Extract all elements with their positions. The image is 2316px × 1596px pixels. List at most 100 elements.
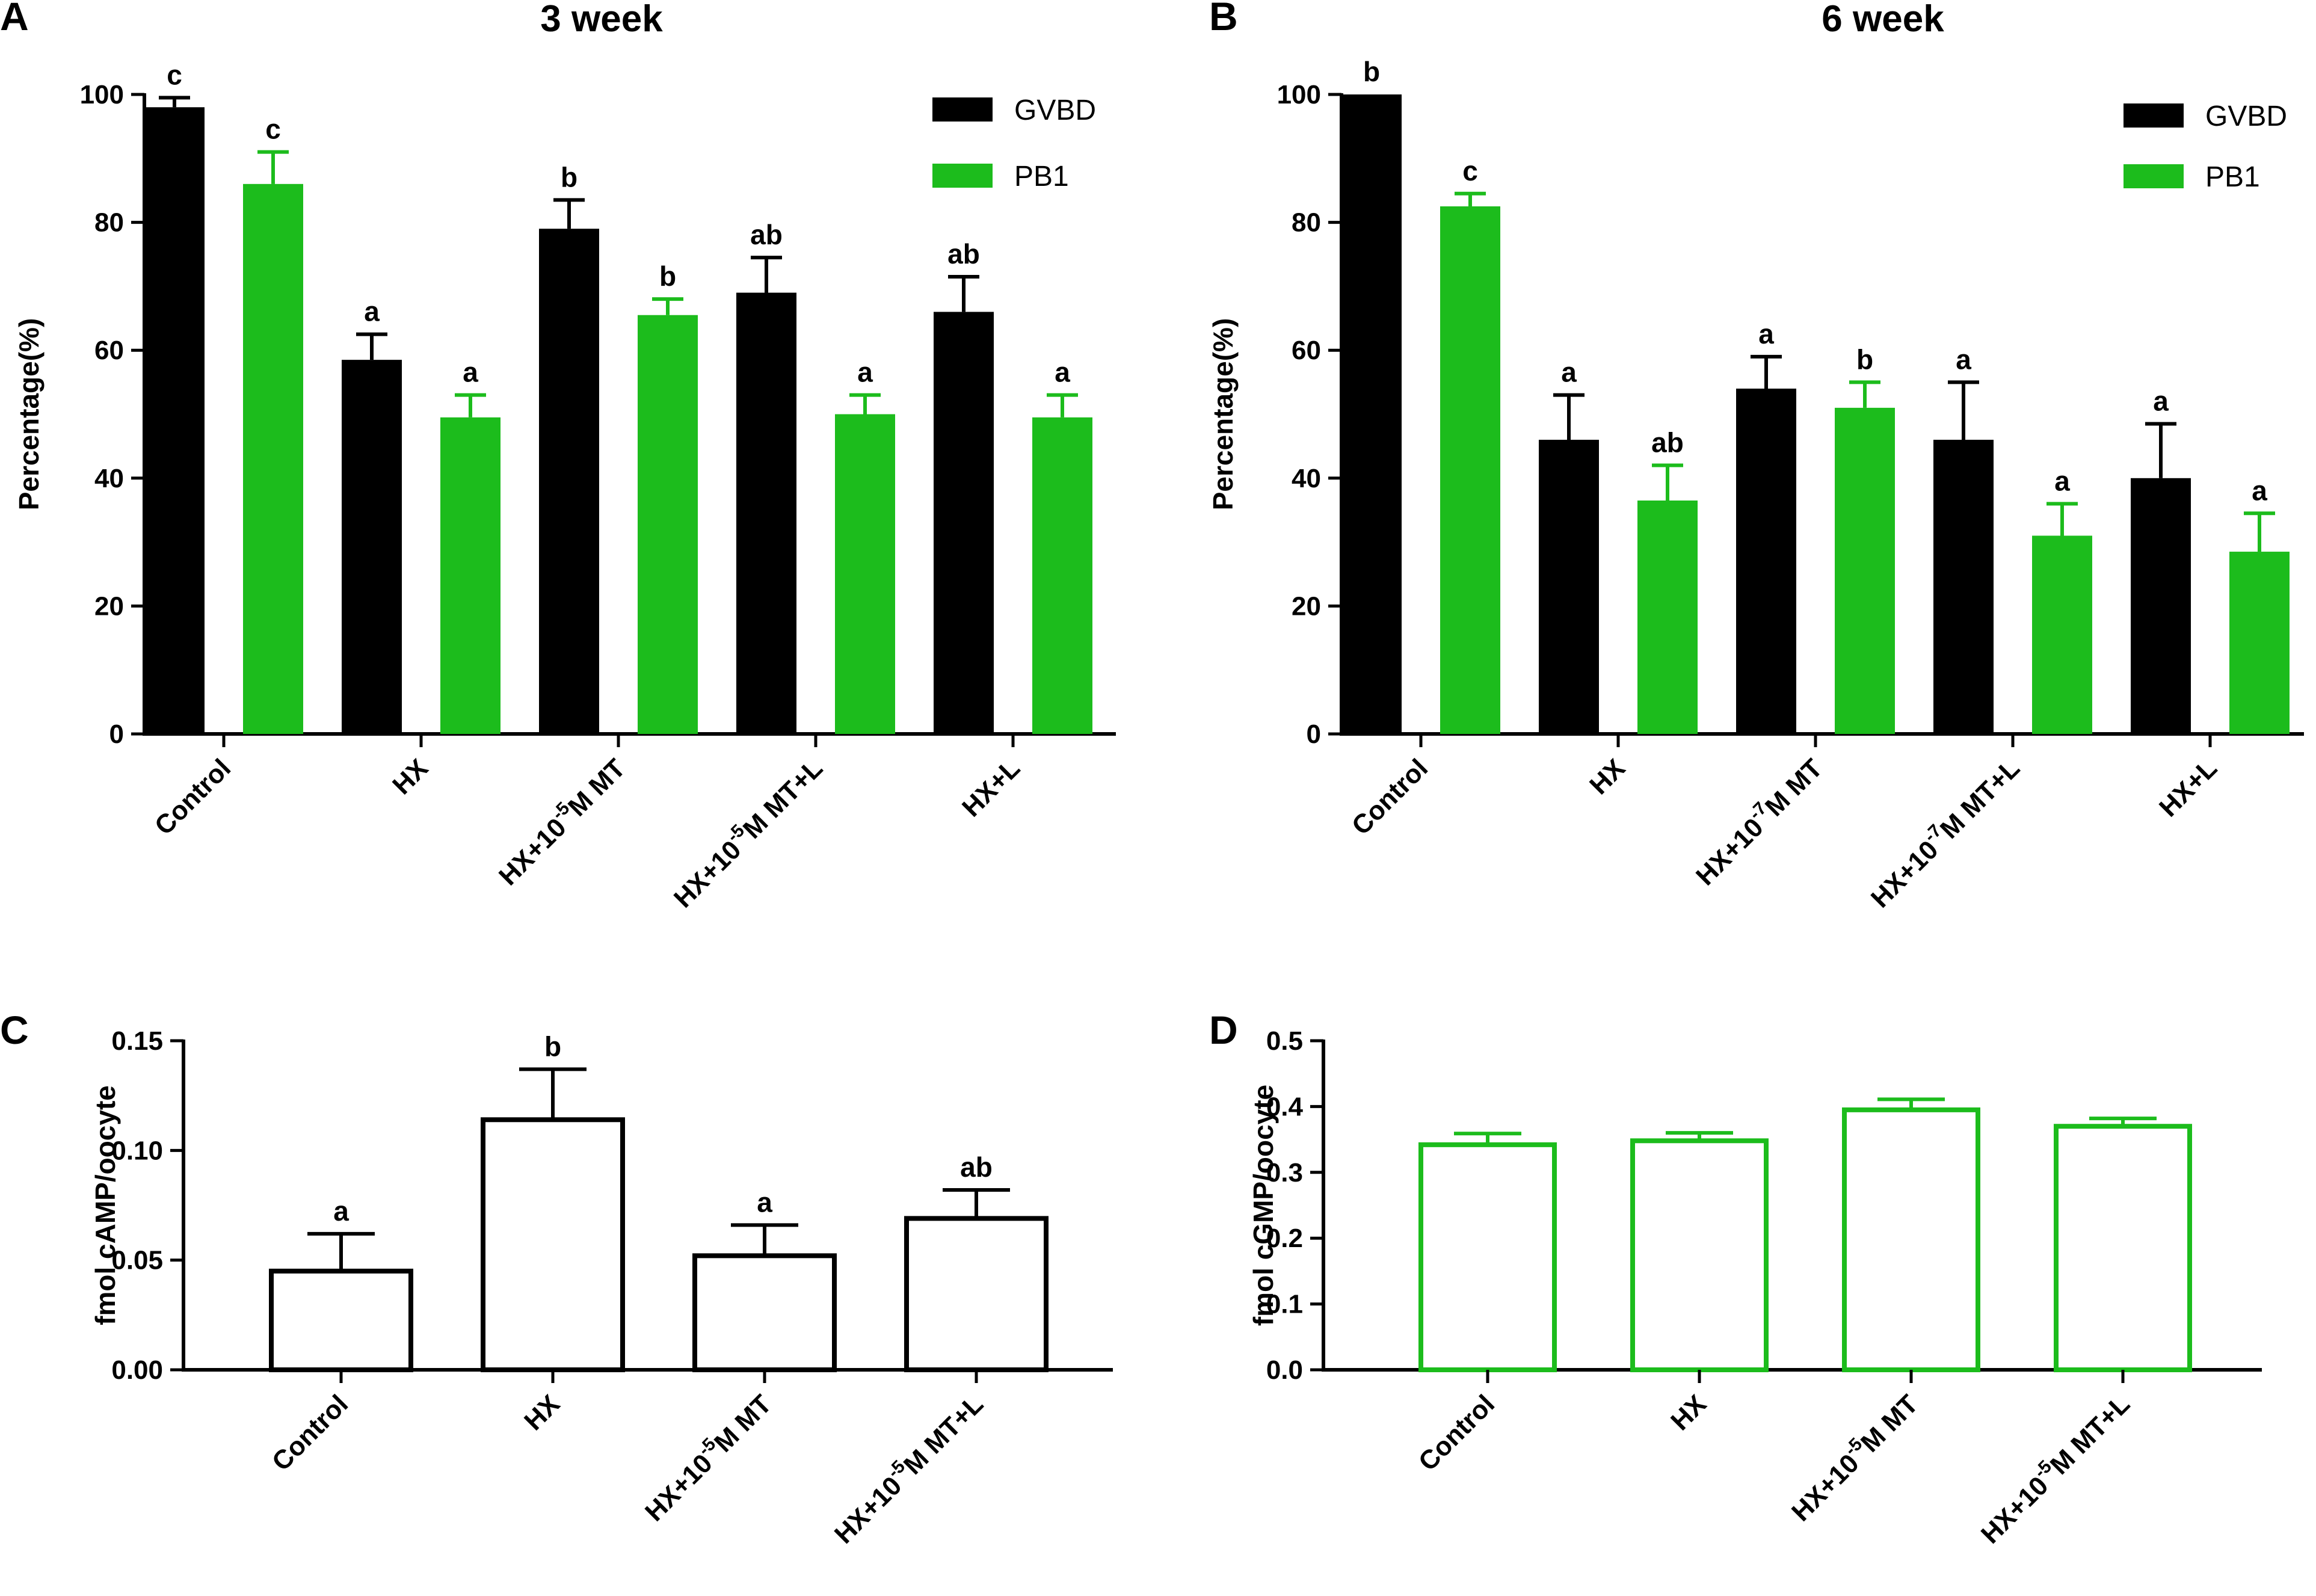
category-label: HX+10-5M MT+L (1973, 1386, 2136, 1549)
bar-gvbd (539, 229, 599, 735)
category-label-base: Control (266, 1389, 354, 1476)
category-label-base: HX+10 (1976, 1471, 2054, 1550)
category-label-base: HX (519, 1389, 565, 1436)
category-label: HX+10-5M MT (636, 1386, 777, 1527)
significance-label: a (364, 296, 380, 327)
category-label: HX+L (2154, 753, 2223, 822)
bar-pb1 (1032, 417, 1092, 734)
bar-pb1 (440, 417, 500, 734)
panel-letter: A (0, 0, 29, 39)
significance-label: c (265, 114, 281, 145)
bar-gvbd (736, 292, 796, 734)
bar-gvbd (1341, 94, 1402, 734)
y-axis-title: Percentage(%) (13, 318, 45, 511)
category-label-base: HX+10 (639, 1449, 718, 1527)
bar-pb1 (1637, 501, 1698, 734)
category-label: HX+10-5M MT+L (665, 750, 828, 913)
y-tick-label: 0.0 (1266, 1355, 1303, 1385)
category-label-tail: M MT (562, 753, 631, 822)
significance-label: b (659, 260, 676, 292)
bar-gvbd (934, 312, 994, 734)
bar-gvbd (2131, 478, 2191, 734)
y-tick-label: 100 (1277, 80, 1321, 109)
legend-label: GVBD (1014, 94, 1096, 126)
y-tick-label: 0.1 (1266, 1290, 1303, 1319)
y-axis-title: Percentage(%) (1207, 318, 1239, 511)
category-label-base: HX+10 (493, 813, 572, 892)
significance-label: b (1856, 344, 1873, 375)
bar-gvbd (1933, 440, 1994, 734)
legend-swatch-pb1 (2124, 164, 2184, 188)
bar-camp (481, 1117, 625, 1373)
bar-pb1 (2032, 535, 2092, 734)
chart-title: 3 week (540, 0, 663, 40)
bar-gvbd (1539, 440, 1599, 734)
bar-pb1 (2229, 552, 2290, 734)
chart-title: 6 week (1822, 0, 1944, 40)
category-label: Control (1413, 1389, 1500, 1476)
bar-camp (269, 1268, 413, 1372)
category-label-tail: M MT+L (898, 1389, 989, 1480)
bar-camp (904, 1216, 1049, 1372)
panel-letter: D (1209, 1008, 1238, 1052)
category-label-base: HX+L (2154, 753, 2223, 822)
y-tick-label: 0.4 (1266, 1092, 1304, 1121)
category-label-tail: M MT (709, 1389, 777, 1458)
category-label-base: Control (149, 753, 236, 840)
category-label-base: HX (1665, 1389, 1712, 1436)
significance-label: ab (947, 238, 980, 270)
y-tick-label: 80 (94, 208, 124, 238)
significance-label: a (1956, 344, 1971, 375)
y-tick-label: 0.3 (1266, 1158, 1303, 1188)
y-tick-label: 0.05 (111, 1246, 163, 1275)
bar-cgmp (1630, 1138, 1769, 1372)
category-label-tail: M MT+L (2045, 1389, 2136, 1480)
bar-pb1 (1440, 206, 1500, 734)
legend-label: GVBD (2205, 100, 2287, 132)
y-tick-label: 40 (94, 464, 124, 493)
significance-label: b (561, 161, 577, 193)
category-label-tail: M MT (1760, 753, 1828, 822)
significance-label: a (2054, 465, 2070, 496)
bar-gvbd (1736, 388, 1796, 734)
significance-label: b (544, 1031, 561, 1062)
significance-label: ab (1651, 427, 1684, 458)
y-tick-label: 20 (1292, 591, 1321, 621)
significance-label: a (333, 1195, 349, 1227)
bar-pb1 (638, 315, 698, 734)
y-tick-label: 0.5 (1266, 1026, 1303, 1056)
bar-cgmp (2054, 1124, 2192, 1372)
legend: GVBD PB1 (2124, 100, 2287, 193)
legend-label: PB1 (1014, 161, 1069, 193)
category-label: Control (266, 1389, 354, 1476)
chart-panel-a: A 3 week Percentage(%) 0 20 40 60 80 100 c c Contro… (0, 0, 1116, 914)
bar-camp (692, 1253, 837, 1372)
category-label: HX+10-5M MT (1783, 1386, 1924, 1527)
category-label: HX+10-5M MT (490, 750, 631, 891)
panel-letter: B (1209, 0, 1238, 39)
category-label-base: Control (1346, 753, 1434, 840)
category-label: HX (1584, 753, 1631, 800)
category-label: HX (1665, 1389, 1712, 1436)
y-tick-label: 0 (109, 719, 124, 749)
category-label: HX+L (956, 753, 1026, 822)
significance-label: ab (960, 1151, 993, 1183)
category-label: HX (387, 753, 434, 800)
y-tick-label: 20 (94, 591, 124, 621)
significance-label: a (2252, 475, 2267, 506)
legend-swatch-gvbd (2124, 103, 2184, 128)
bar-cgmp (1418, 1142, 1557, 1373)
y-tick-label: 100 (80, 80, 124, 109)
bar-cgmp (1842, 1107, 1980, 1372)
legend-swatch-gvbd (932, 97, 993, 122)
category-label-base: HX+10 (1786, 1449, 1865, 1527)
y-tick-label: 0.00 (111, 1355, 163, 1385)
category-label-tail: M MT+L (1935, 753, 2025, 844)
significance-label: a (757, 1186, 772, 1218)
y-tick-label: 60 (94, 336, 124, 365)
y-tick-label: 60 (1292, 336, 1321, 365)
significance-label: c (1462, 155, 1478, 186)
panel-letter: C (0, 1008, 29, 1052)
